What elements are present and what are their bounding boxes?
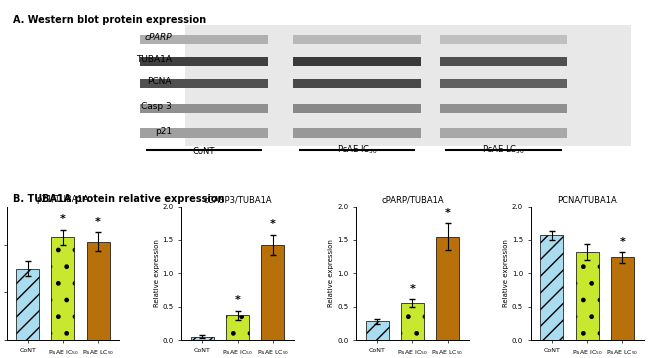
Text: p21: p21 — [155, 127, 172, 136]
Bar — [293, 57, 421, 66]
Bar — [140, 78, 268, 88]
Bar — [436, 237, 459, 340]
Y-axis label: Relative expression: Relative expression — [328, 240, 334, 307]
Bar — [439, 34, 567, 44]
Title: p21/TUBA1A: p21/TUBA1A — [36, 195, 89, 204]
Y-axis label: Relative expression: Relative expression — [153, 240, 160, 307]
Bar — [261, 245, 284, 340]
Text: PsAE LC$_{50}$: PsAE LC$_{50}$ — [482, 144, 525, 156]
Bar — [86, 242, 110, 340]
Text: cPARP: cPARP — [144, 33, 172, 42]
Bar — [401, 303, 424, 340]
Bar — [439, 129, 567, 138]
Text: *: * — [270, 219, 276, 229]
Bar — [140, 103, 268, 113]
Text: *: * — [60, 214, 66, 224]
Bar — [439, 78, 567, 88]
Bar — [293, 34, 421, 44]
Bar — [16, 268, 39, 340]
Bar — [293, 129, 421, 138]
Text: B. TUBA1A protein relative expression: B. TUBA1A protein relative expression — [13, 194, 224, 204]
Bar — [140, 34, 268, 44]
Bar — [226, 315, 249, 340]
Bar — [293, 103, 421, 113]
Bar — [439, 103, 567, 113]
Bar — [293, 78, 421, 88]
Bar — [51, 237, 74, 340]
Text: CoNT: CoNT — [193, 147, 215, 156]
Title: cCASP3/TUBA1A: cCASP3/TUBA1A — [203, 195, 272, 204]
Text: PCNA: PCNA — [148, 77, 172, 86]
Bar — [611, 257, 634, 340]
Y-axis label: Relative expression: Relative expression — [503, 240, 509, 307]
Text: A. Western blot protein expression: A. Western blot protein expression — [13, 15, 206, 25]
Bar — [140, 129, 268, 138]
Bar — [366, 321, 389, 340]
Title: cPARP/TUBA1A: cPARP/TUBA1A — [381, 195, 444, 204]
Text: *: * — [235, 295, 240, 305]
Text: *: * — [619, 237, 625, 247]
Text: Casp 3: Casp 3 — [141, 102, 172, 111]
Text: TUBA1A: TUBA1A — [136, 55, 172, 64]
Bar — [140, 57, 268, 66]
Bar — [191, 337, 214, 340]
Text: *: * — [410, 284, 415, 294]
Bar — [185, 25, 630, 146]
Text: *: * — [445, 208, 450, 218]
Text: *: * — [95, 217, 101, 227]
Bar — [439, 57, 567, 66]
Title: PCNA/TUBA1A: PCNA/TUBA1A — [557, 195, 617, 204]
Bar — [540, 235, 564, 340]
Text: PsAE IC$_{50}$: PsAE IC$_{50}$ — [337, 144, 377, 156]
Bar — [576, 252, 599, 340]
